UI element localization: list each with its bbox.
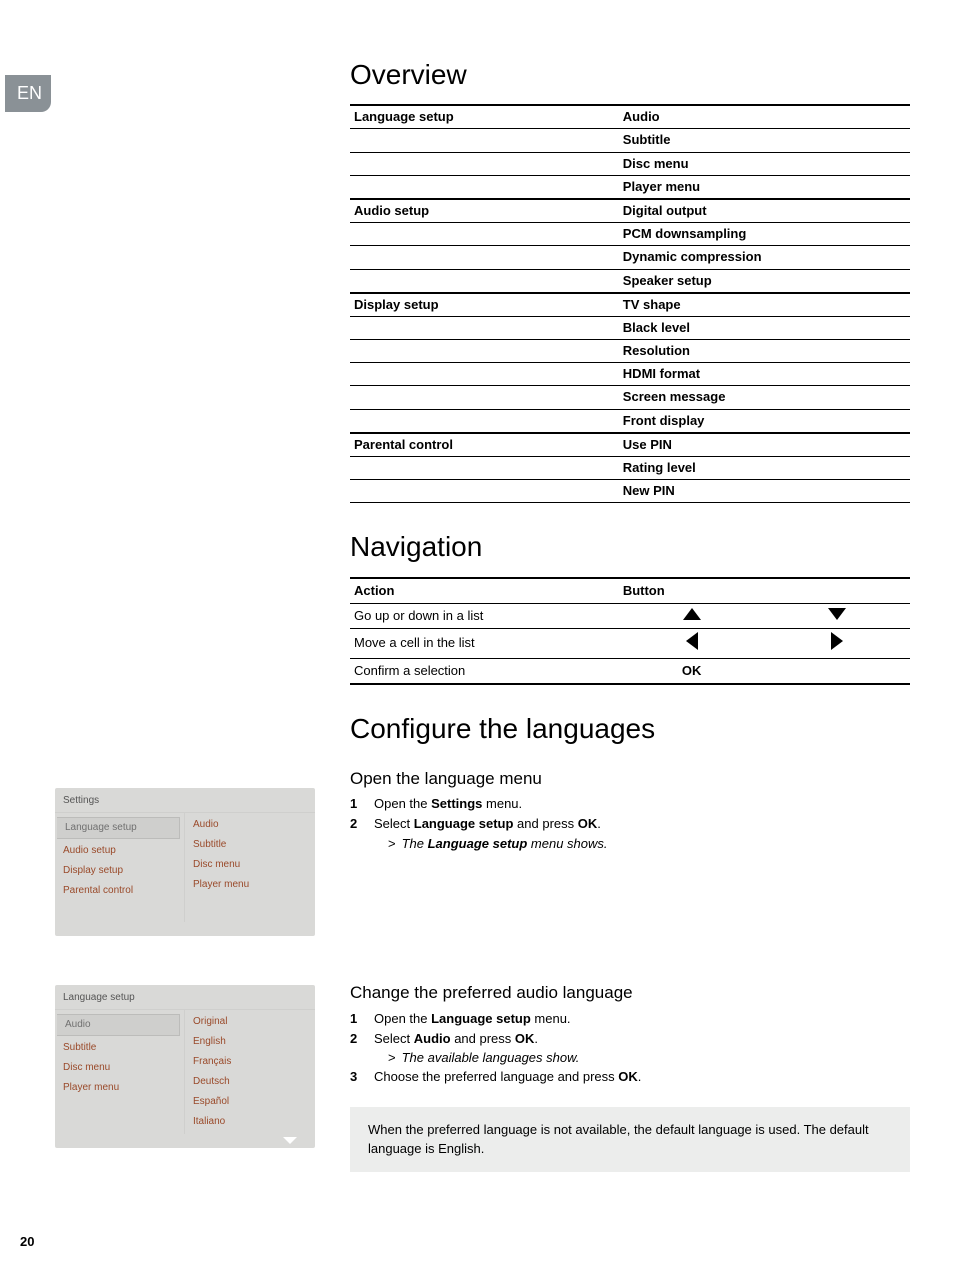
menu-item: Player menu [185, 875, 315, 895]
nav-col-action: Action [350, 578, 619, 604]
left-icon [619, 628, 765, 658]
overview-item: Resolution [619, 340, 910, 363]
up-icon [619, 603, 765, 628]
ok-label: OK [619, 659, 765, 685]
language-tab: EN [5, 75, 51, 112]
nav-row-updown: Go up or down in a list [350, 603, 619, 628]
overview-item: PCM downsampling [619, 223, 910, 246]
menu-item: Audio setup [55, 841, 184, 861]
overview-category [350, 316, 619, 339]
menu-item: Parental control [55, 881, 184, 901]
open-language-steps: 1Open the Settings menu. 2Select Languag… [350, 794, 910, 834]
menu-item: Subtitle [55, 1038, 184, 1058]
page-number: 20 [20, 1233, 34, 1251]
down-icon [764, 603, 910, 628]
change-audio-subhead: Change the preferred audio language [350, 981, 910, 1005]
step-text: Choose the preferred language and press … [374, 1068, 641, 1086]
overview-item: Black level [619, 316, 910, 339]
menu-item: Français [185, 1052, 315, 1072]
overview-category [350, 246, 619, 269]
overview-item: Player menu [619, 175, 910, 199]
overview-category [350, 129, 619, 152]
overview-item: Rating level [619, 457, 910, 480]
change-audio-steps-cont: 3Choose the preferred language and press… [350, 1067, 910, 1087]
menu-item: Audio [57, 1014, 180, 1036]
nav-col-button: Button [619, 578, 765, 604]
navigation-heading: Navigation [350, 527, 910, 566]
overview-category: Parental control [350, 433, 619, 457]
overview-item: Front display [619, 409, 910, 433]
menu-item: Subtitle [185, 835, 315, 855]
open-language-subhead: Open the language menu [350, 767, 910, 791]
menu-item: Deutsch [185, 1072, 315, 1092]
overview-category [350, 152, 619, 175]
nav-col-button-2 [764, 578, 910, 604]
overview-item: Digital output [619, 199, 910, 223]
down-arrow-icon [283, 1137, 297, 1144]
settings-screenshot: Settings Language setupAudio setupDispla… [55, 788, 315, 936]
overview-item: Screen message [619, 386, 910, 409]
main-content: Overview Language setupAudioSubtitleDisc… [350, 55, 910, 1172]
overview-category [350, 409, 619, 433]
overview-category: Language setup [350, 105, 619, 129]
overview-item: Audio [619, 105, 910, 129]
overview-category [350, 340, 619, 363]
shot-title: Settings [55, 788, 315, 812]
overview-category [350, 175, 619, 199]
step-text: Select Language setup and press OK. [374, 815, 601, 833]
menu-item: Italiano [185, 1112, 315, 1132]
menu-item: Español [185, 1092, 315, 1112]
change-audio-steps: 1Open the Language setup menu. 2Select A… [350, 1009, 910, 1049]
overview-category [350, 269, 619, 293]
overview-item: TV shape [619, 293, 910, 317]
overview-heading: Overview [350, 55, 910, 94]
step-result: >The Language setup menu shows. [388, 835, 910, 853]
overview-category: Display setup [350, 293, 619, 317]
overview-category [350, 363, 619, 386]
overview-table: Language setupAudioSubtitleDisc menuPlay… [350, 104, 910, 503]
note-box: When the preferred language is not avail… [350, 1107, 910, 1171]
menu-item: Display setup [55, 861, 184, 881]
overview-category [350, 457, 619, 480]
menu-item: Audio [185, 815, 315, 835]
step-text: Open the Language setup menu. [374, 1010, 571, 1028]
menu-item: Original [185, 1012, 315, 1032]
overview-category [350, 223, 619, 246]
overview-item: Dynamic compression [619, 246, 910, 269]
overview-category: Audio setup [350, 199, 619, 223]
menu-item: English [185, 1032, 315, 1052]
navigation-table: Action Button Go up or down in a list Mo… [350, 577, 910, 686]
step-text: Open the Settings menu. [374, 795, 522, 813]
configure-heading: Configure the languages [350, 709, 910, 748]
nav-row-leftright: Move a cell in the list [350, 628, 619, 658]
overview-category [350, 480, 619, 503]
overview-item: New PIN [619, 480, 910, 503]
step-result: >The available languages show. [388, 1049, 910, 1067]
menu-item: Disc menu [185, 855, 315, 875]
overview-item: HDMI format [619, 363, 910, 386]
overview-item: Use PIN [619, 433, 910, 457]
menu-item: Player menu [55, 1078, 184, 1098]
step-text: Select Audio and press OK. [374, 1030, 538, 1048]
overview-item: Speaker setup [619, 269, 910, 293]
overview-category [350, 386, 619, 409]
overview-item: Disc menu [619, 152, 910, 175]
right-icon [764, 628, 910, 658]
menu-item: Disc menu [55, 1058, 184, 1078]
nav-row-confirm: Confirm a selection [350, 659, 619, 685]
language-setup-screenshot: Language setup AudioSubtitleDisc menuPla… [55, 985, 315, 1148]
shot-title: Language setup [55, 985, 315, 1009]
overview-item: Subtitle [619, 129, 910, 152]
menu-item: Language setup [57, 817, 180, 839]
